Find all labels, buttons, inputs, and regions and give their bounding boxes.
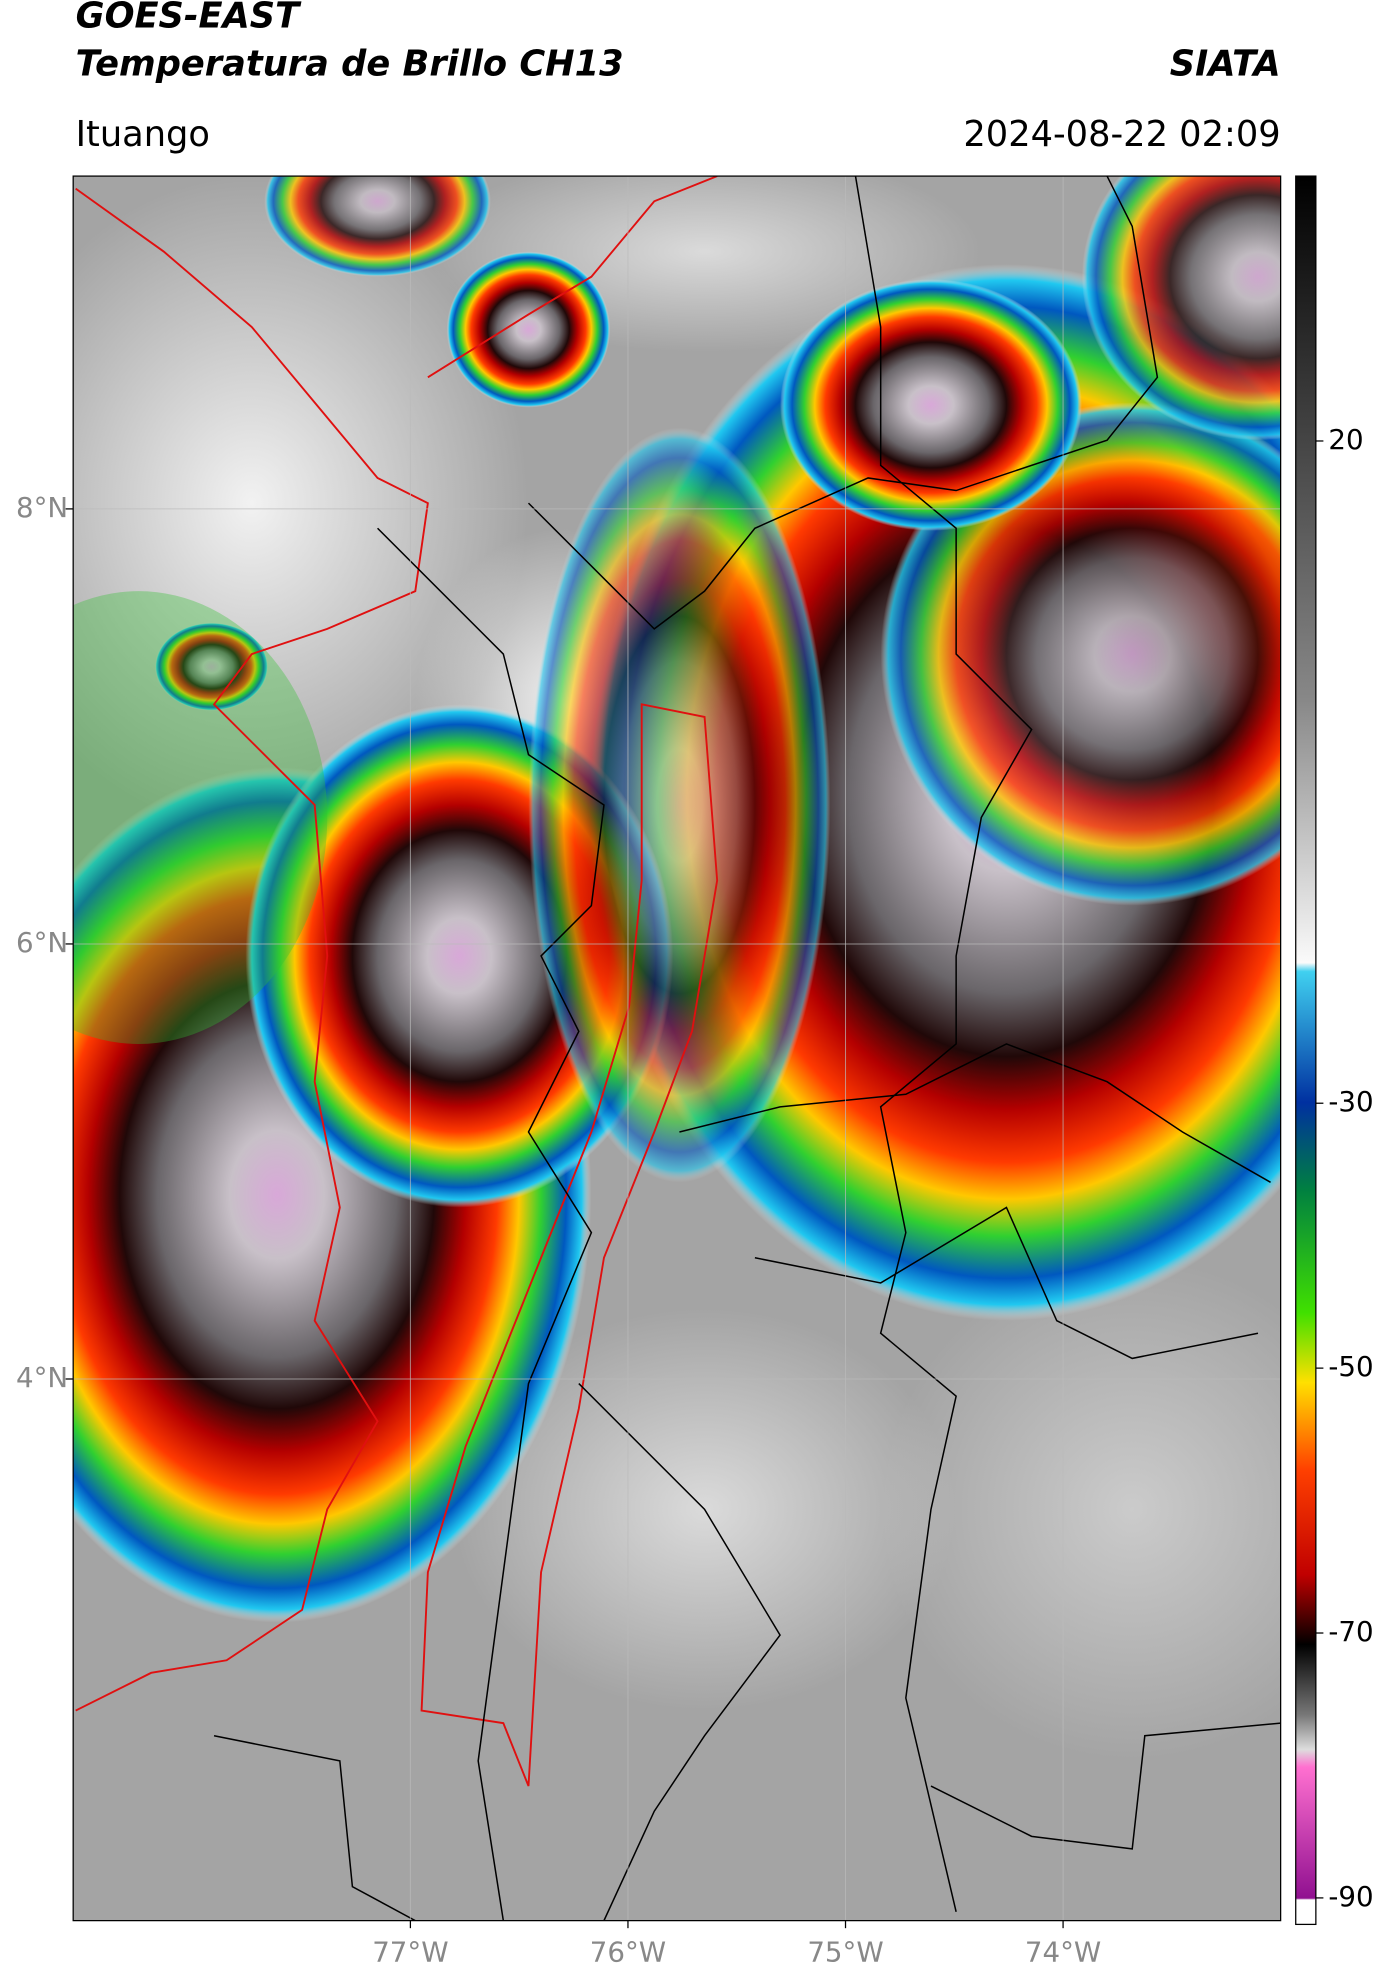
location: Ituango bbox=[76, 114, 210, 155]
colorbar bbox=[1295, 175, 1317, 1926]
y-tick-label: 8°N bbox=[16, 491, 68, 524]
source: SIATA bbox=[1170, 43, 1281, 84]
satellite-image bbox=[73, 176, 1281, 1921]
colorbar-tick-label: -70 bbox=[1328, 1615, 1373, 1648]
x-tick-label: 74°W bbox=[1025, 1935, 1101, 1968]
colorbar-tick-label: -50 bbox=[1328, 1350, 1373, 1383]
subtitle: Temperatura de Brillo CH13 bbox=[76, 43, 624, 84]
title: GOES-EAST bbox=[76, 0, 302, 37]
y-tick-label: 4°N bbox=[16, 1361, 68, 1394]
colorbar-tick-label: 20 bbox=[1328, 423, 1363, 456]
x-tick-label: 75°W bbox=[807, 1935, 883, 1968]
map-frame bbox=[72, 175, 1282, 1922]
y-tick-label: 6°N bbox=[16, 926, 68, 959]
graticule bbox=[73, 176, 1281, 1921]
x-tick-label: 77°W bbox=[372, 1935, 448, 1968]
x-tick-label: 76°W bbox=[590, 1935, 666, 1968]
colorbar-tick-label: -30 bbox=[1328, 1085, 1373, 1118]
datetime: 2024-08-22 02:09 bbox=[963, 114, 1280, 155]
colorbar-tick-label: -90 bbox=[1328, 1880, 1373, 1913]
